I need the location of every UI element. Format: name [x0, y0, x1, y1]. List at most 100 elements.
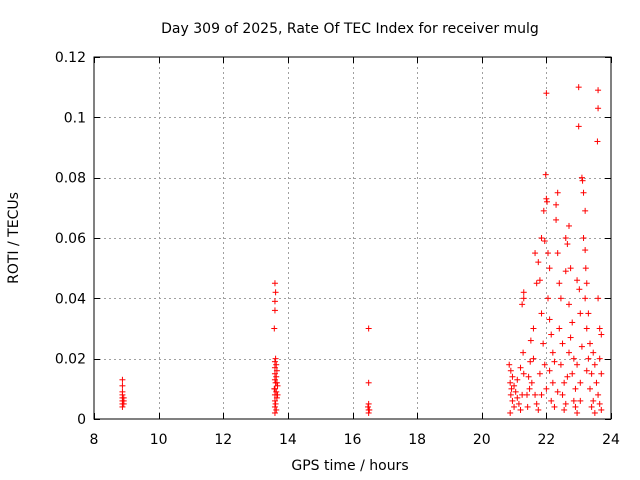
data-point — [530, 325, 537, 332]
data-point — [557, 361, 564, 368]
data-point — [565, 301, 572, 308]
data-point — [274, 391, 281, 398]
data-point — [271, 298, 278, 305]
data-point — [120, 400, 127, 407]
data-point — [596, 355, 603, 362]
y-tick-label: 0.1 — [64, 110, 86, 126]
data-point — [595, 105, 602, 112]
data-point — [575, 123, 582, 130]
data-point — [544, 295, 551, 302]
data-point — [525, 373, 532, 380]
data-point — [506, 361, 513, 368]
x-axis-label: GPS time / hours — [291, 458, 408, 474]
data-point — [586, 340, 593, 347]
data-point — [533, 280, 540, 287]
data-point — [583, 367, 590, 374]
data-point — [271, 409, 278, 416]
data-point — [538, 310, 545, 317]
data-point — [509, 373, 516, 380]
data-point — [538, 235, 545, 241]
plot-frame — [93, 56, 612, 420]
data-point — [519, 301, 526, 308]
data-point — [541, 361, 548, 368]
y-tick-label: 0.06 — [55, 231, 86, 247]
data-point — [517, 364, 524, 371]
data-point — [540, 207, 547, 214]
data-point — [507, 409, 514, 416]
data-point — [536, 277, 543, 284]
data-point — [365, 400, 372, 407]
data-point — [559, 340, 566, 347]
data-point — [520, 295, 527, 302]
data-point — [598, 331, 605, 338]
data-point — [578, 343, 585, 350]
data-point — [577, 397, 584, 404]
data-point — [569, 370, 576, 377]
y-tick-label: 0.04 — [55, 291, 86, 307]
data-point — [271, 358, 278, 365]
x-tick-label: 16 — [344, 432, 362, 448]
data-point — [582, 265, 589, 272]
data-point — [574, 277, 581, 284]
data-point — [507, 391, 514, 398]
data-point — [517, 406, 524, 413]
data-point — [549, 349, 556, 356]
y-tick-label: 0.02 — [55, 352, 86, 368]
data-point — [366, 406, 373, 413]
data-point — [273, 388, 280, 395]
grid — [94, 57, 611, 419]
data-point — [509, 397, 516, 404]
data-point — [524, 403, 531, 410]
data-point — [574, 409, 581, 416]
data-point — [536, 370, 543, 377]
data-point — [544, 250, 551, 257]
data-point — [554, 189, 561, 196]
data-point — [551, 403, 558, 410]
data-point — [549, 379, 556, 386]
data-point — [511, 382, 518, 389]
data-point — [548, 331, 555, 338]
data-point — [272, 355, 279, 362]
data-point — [543, 385, 550, 392]
data-point — [272, 400, 279, 407]
data-point — [570, 355, 577, 362]
data-point — [533, 400, 540, 407]
data-point — [595, 87, 602, 94]
data-point — [512, 388, 519, 395]
data-point — [553, 216, 560, 223]
data-point — [588, 370, 595, 377]
x-tick-label: 12 — [214, 432, 232, 448]
data-point — [540, 340, 547, 347]
data-point — [543, 195, 550, 202]
y-tick-label: 0.08 — [55, 171, 86, 187]
data-point — [561, 379, 568, 386]
data-point — [507, 379, 514, 386]
data-point — [574, 361, 581, 368]
data-point — [553, 201, 560, 208]
x-tick-label: 8 — [90, 432, 99, 448]
data-point — [271, 385, 278, 392]
data-point — [564, 373, 571, 380]
data-point — [594, 138, 601, 145]
data-point — [565, 222, 572, 229]
data-point — [271, 370, 278, 377]
data-point — [546, 316, 553, 323]
data-point — [585, 355, 592, 362]
data-point — [567, 265, 574, 272]
data-point — [274, 382, 281, 389]
data-point — [544, 198, 551, 205]
data-point — [532, 250, 539, 257]
data-point — [562, 235, 569, 241]
data-point — [595, 295, 602, 302]
data-point — [590, 349, 597, 356]
data-point — [272, 289, 279, 296]
data-point — [507, 367, 514, 374]
data-point — [514, 376, 521, 383]
x-tick-label: 14 — [279, 432, 297, 448]
data-point — [528, 379, 535, 386]
y-tick-label: 0 — [77, 412, 86, 428]
data-point — [583, 325, 590, 332]
data-point — [556, 280, 563, 287]
data-point — [554, 388, 561, 395]
data-point — [523, 391, 530, 398]
